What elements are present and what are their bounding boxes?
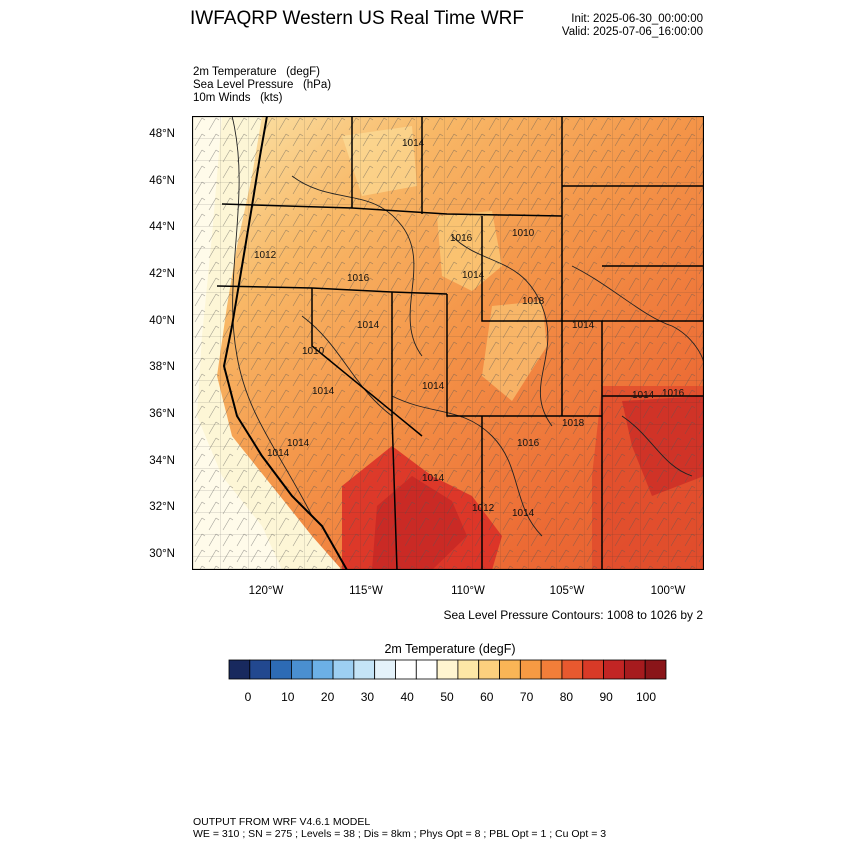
latitude-label: 32°N bbox=[149, 501, 175, 514]
longitude-label: 120°W bbox=[248, 585, 284, 597]
footer-model: OUTPUT FROM WRF V4.6.1 MODEL bbox=[193, 816, 371, 828]
isobar-label: 1018 bbox=[562, 418, 585, 429]
isobar-label: 1014 bbox=[402, 138, 425, 149]
colorbar-swatch bbox=[436, 659, 459, 680]
colorbar-label: 100 bbox=[635, 690, 657, 704]
latitude-label: 36°N bbox=[149, 408, 175, 420]
isobar-label: 1010 bbox=[512, 228, 535, 239]
colorbar-swatch bbox=[270, 659, 292, 680]
isobar-label: 1014 bbox=[267, 448, 290, 459]
colorbar-swatch bbox=[353, 659, 376, 680]
colorbar-label: 70 bbox=[519, 690, 534, 704]
colorbar-label: 60 bbox=[480, 690, 494, 704]
init-time: Init: 2025-06-30_00:00:00 bbox=[571, 13, 703, 25]
isobar-label: 1014 bbox=[422, 381, 445, 392]
colorbar-label: 30 bbox=[360, 690, 375, 704]
field-pressure: Sea Level Pressure (hPa) bbox=[193, 79, 332, 91]
isobar-label: 1016 bbox=[450, 233, 473, 244]
isobar-label: 1014 bbox=[422, 473, 445, 484]
isobar-contours bbox=[231, 116, 704, 537]
colorbar-title: 2m Temperature (degF) bbox=[384, 642, 516, 656]
footer-config: WE = 310 ; SN = 275 ; Levels = 38 ; Dis … bbox=[193, 828, 607, 840]
isobar-label: 1014 bbox=[357, 320, 380, 331]
longitude-label: 110°W bbox=[451, 585, 485, 597]
state-borders bbox=[216, 116, 704, 570]
isobar-label: 1018 bbox=[522, 296, 545, 307]
colorbar-label: 40 bbox=[400, 690, 414, 704]
field-winds: 10m Winds (kts) bbox=[193, 92, 283, 104]
colorbar-label: 10 bbox=[281, 690, 295, 704]
longitude-label: 105°W bbox=[549, 585, 585, 597]
colorbar-swatch bbox=[561, 659, 584, 680]
colorbar-swatch bbox=[519, 659, 542, 680]
isobar-label: 1014 bbox=[512, 508, 535, 519]
isobar-label: 1014 bbox=[312, 386, 335, 397]
colorbar-swatch bbox=[499, 659, 521, 680]
colorbar-swatch bbox=[249, 659, 272, 680]
isobar-label: 1016 bbox=[517, 438, 540, 449]
isobar-label: 1014 bbox=[632, 390, 655, 401]
latitude-label: 40°N bbox=[149, 314, 175, 327]
colorbar-swatch bbox=[603, 659, 625, 680]
latitude-label: 46°N bbox=[149, 174, 175, 187]
isobar-label: 1014 bbox=[287, 438, 310, 449]
colorbar-swatch bbox=[311, 659, 334, 680]
valid-time: Valid: 2025-07-06_16:00:00 bbox=[561, 26, 703, 38]
isobar-label: 1014 bbox=[462, 270, 485, 281]
field-temperature: 2m Temperature (degF) bbox=[193, 66, 320, 78]
latitude-label: 42°N bbox=[149, 268, 175, 280]
colorbar-swatch bbox=[582, 659, 604, 680]
colorbar-swatch bbox=[291, 659, 313, 680]
field-list: 2m Temperature (degF) Sea Level Pressure… bbox=[193, 66, 331, 105]
model-footer: OUTPUT FROM WRF V4.6.1 MODEL WE = 310 ; … bbox=[193, 816, 606, 840]
latitude-label: 34°N bbox=[149, 454, 175, 467]
weather-map: 1014101210161016101410101018101410141010… bbox=[192, 116, 704, 570]
latitude-label: 38°N bbox=[149, 361, 175, 374]
colorbar-swatch bbox=[415, 659, 438, 680]
coastline bbox=[222, 116, 348, 570]
isobar-label: 1014 bbox=[572, 320, 595, 331]
run-times: Init: 2025-06-30_00:00:00 Valid: 2025-07… bbox=[520, 13, 703, 39]
isobar-label: 1010 bbox=[302, 346, 325, 357]
wind-barbs bbox=[192, 116, 704, 570]
colorbar-label: 0 bbox=[244, 690, 252, 704]
longitude-label: 115°W bbox=[349, 585, 383, 597]
colorbar-swatch bbox=[332, 659, 355, 680]
latitude-label: 48°N bbox=[149, 128, 175, 140]
colorbar-label: 50 bbox=[440, 690, 454, 704]
isobar-label: 1012 bbox=[472, 503, 495, 514]
colorbar-swatch bbox=[623, 659, 646, 680]
colorbar-swatch bbox=[478, 659, 500, 680]
colorbar-label: 80 bbox=[559, 690, 574, 704]
map-frame bbox=[192, 116, 704, 570]
map-title: IWFAQRP Western US Real Time WRF bbox=[190, 8, 524, 29]
isobar-label: 1012 bbox=[254, 250, 277, 261]
isobar-label: 1016 bbox=[347, 273, 370, 284]
longitude-label: 100°W bbox=[650, 585, 686, 597]
latitude-label: 30°N bbox=[149, 548, 175, 560]
isobar-labels: 1014101210161016101410101018101410141010… bbox=[254, 138, 685, 519]
colorbar-swatch bbox=[457, 659, 480, 680]
colorbar-swatch bbox=[395, 659, 417, 680]
colorbar-swatch bbox=[644, 659, 667, 680]
contours-note: Sea Level Pressure Contours: 1008 to 102… bbox=[443, 608, 704, 622]
latitude-label: 44°N bbox=[149, 221, 175, 234]
colorbar-label: 90 bbox=[599, 690, 613, 704]
colorbar bbox=[228, 659, 667, 680]
colorbar-swatch bbox=[374, 659, 396, 680]
colorbar-swatch bbox=[228, 659, 251, 680]
colorbar-label: 20 bbox=[320, 690, 335, 704]
isobar-label: 1016 bbox=[662, 388, 685, 399]
colorbar-swatch bbox=[540, 659, 563, 680]
